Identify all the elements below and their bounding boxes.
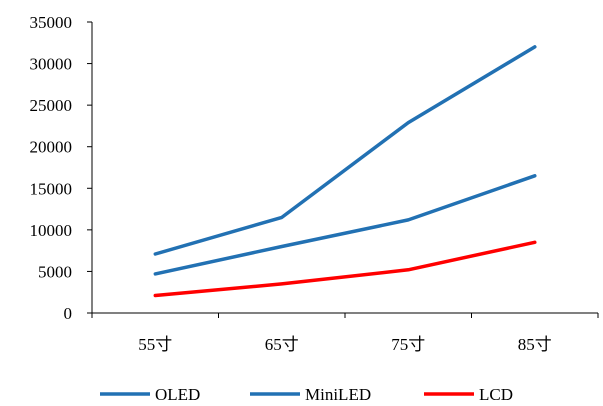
x-tick-label: 65寸	[265, 335, 299, 354]
series-line-oled	[153, 45, 537, 256]
series-line-miniled	[153, 174, 537, 276]
y-tick-label: 15000	[30, 179, 73, 198]
legend-label-oled: OLED	[155, 385, 200, 404]
axes	[91, 22, 598, 314]
x-axis-ticks: 55寸 65寸 75寸 85寸	[91, 313, 599, 354]
y-tick-label: 10000	[30, 221, 73, 240]
series-lines	[153, 45, 537, 298]
y-tick-label: 30000	[30, 55, 73, 74]
y-tick-label: 25000	[30, 96, 73, 115]
x-tick-label: 75寸	[391, 335, 425, 354]
legend-label-miniled: MiniLED	[305, 385, 371, 404]
y-tick-label: 20000	[30, 138, 73, 157]
x-tick-label: 85寸	[518, 335, 552, 354]
y-tick-label: 5000	[38, 262, 72, 281]
legend: OLED MiniLED LCD	[100, 385, 513, 404]
series-line-lcd	[153, 240, 537, 298]
y-axis-ticks: 0 5000 10000 15000 20000 25000 30000 35000	[30, 13, 92, 323]
x-tick-label: 55寸	[138, 335, 172, 354]
legend-label-lcd: LCD	[479, 385, 513, 404]
y-tick-label: 0	[64, 304, 73, 323]
y-tick-label: 35000	[30, 13, 73, 32]
